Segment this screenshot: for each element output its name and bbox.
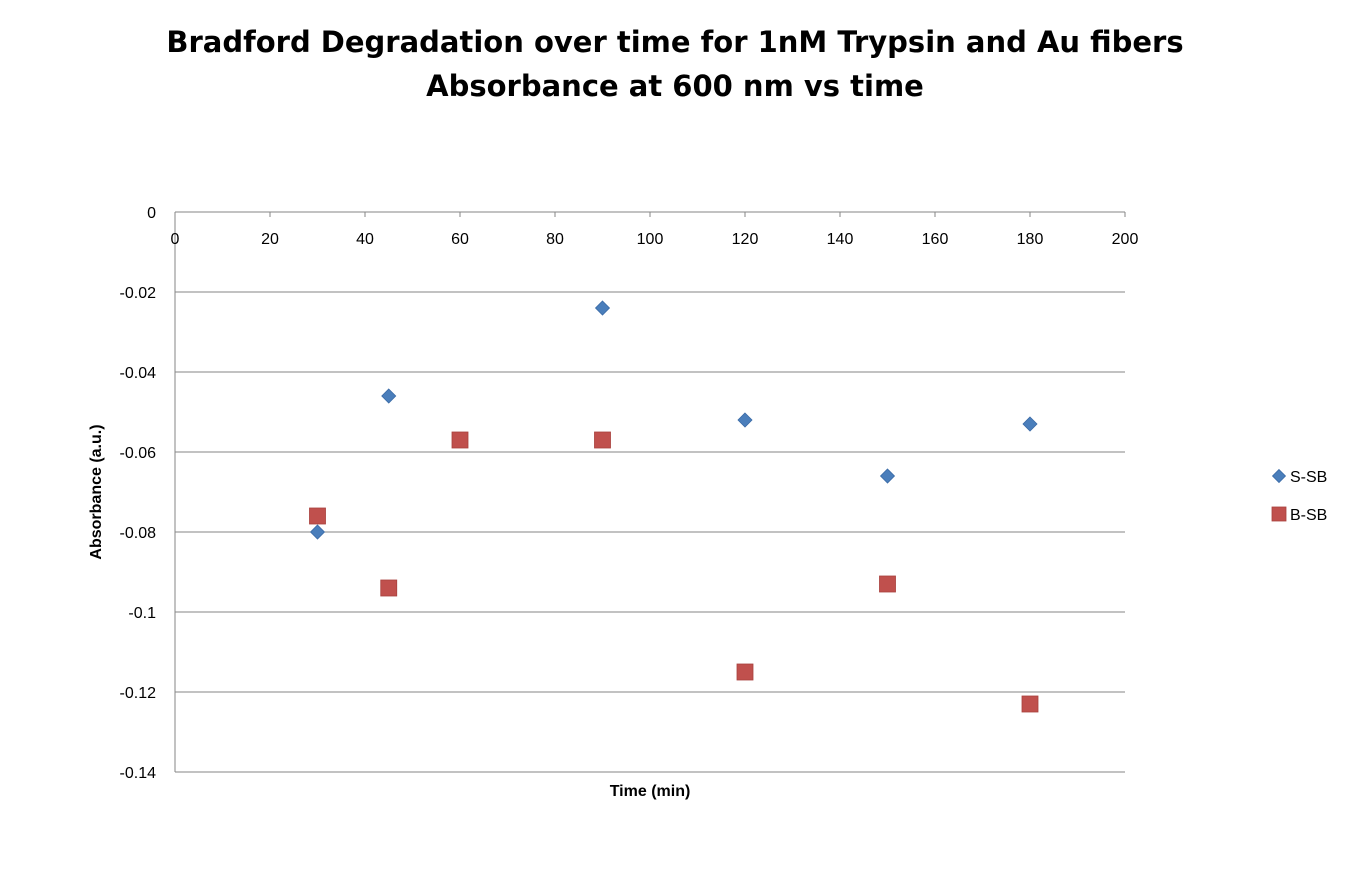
data-point-b-sb	[879, 575, 896, 593]
x-tick-label: 200	[1112, 231, 1139, 248]
data-point-s-sb	[594, 300, 611, 316]
data-point-b-sb	[736, 663, 754, 681]
data-point-b-sb	[451, 431, 469, 449]
data-point-b-sb	[380, 579, 398, 597]
y-axis-title: Absorbance (a.u.)	[88, 424, 105, 559]
legend-item-s-sb: S-SB	[1271, 468, 1327, 486]
legend-label-b-sb: B-SB	[1290, 507, 1327, 524]
x-tick-label: 180	[1017, 231, 1044, 248]
x-tick-label: 0	[171, 231, 180, 248]
data-point-s-sb	[309, 524, 326, 540]
data-point-b-sb	[594, 431, 611, 449]
x-tick-label: 20	[261, 231, 279, 248]
legend-marker-s-sb	[1271, 468, 1287, 484]
x-tick-label: 160	[922, 231, 949, 248]
legend-marker-b-sb	[1271, 506, 1287, 522]
x-axis-title: Time (min)	[610, 783, 691, 800]
y-tick-label: -0.06	[120, 445, 157, 462]
y-tick-label: -0.04	[120, 365, 157, 382]
x-tick-label: 80	[546, 231, 564, 248]
tick-labels: 0 -0.02 -0.04 -0.06 -0.08 -0.1 -0.12 -0.14 0 20 40…	[120, 205, 1139, 782]
chart-subtitle: Absorbance at 600 nm vs time	[426, 69, 924, 103]
data-point-s-sb	[381, 388, 397, 404]
x-tick-label: 100	[637, 231, 664, 248]
data-point-s-sb	[879, 468, 896, 484]
x-tick-label: 40	[356, 231, 374, 248]
x-tick-label: 140	[827, 231, 854, 248]
legend-label-s-sb: S-SB	[1290, 469, 1327, 486]
legend-item-b-sb: B-SB	[1271, 506, 1327, 524]
y-tick-label: -0.14	[120, 765, 157, 782]
data-point-b-sb	[1021, 695, 1039, 713]
axes	[174, 211, 1126, 772]
x-tick-label: 120	[732, 231, 759, 248]
grid-lines	[175, 211, 1125, 773]
y-tick-label: -0.12	[120, 685, 157, 702]
chart-title: Bradford Degradation over time for 1nM T…	[166, 25, 1183, 59]
y-tick-label: 0	[147, 205, 156, 222]
data-point-s-sb	[1022, 416, 1038, 432]
y-tick-label: -0.08	[120, 525, 157, 542]
data-point-s-sb	[737, 412, 753, 428]
x-tick-label: 60	[451, 231, 469, 248]
data-points	[309, 300, 1039, 713]
y-tick-label: -0.1	[128, 605, 156, 622]
data-point-b-sb	[309, 507, 326, 525]
legend: S-SB B-SB	[1271, 468, 1327, 524]
y-tick-label: -0.02	[120, 285, 157, 302]
